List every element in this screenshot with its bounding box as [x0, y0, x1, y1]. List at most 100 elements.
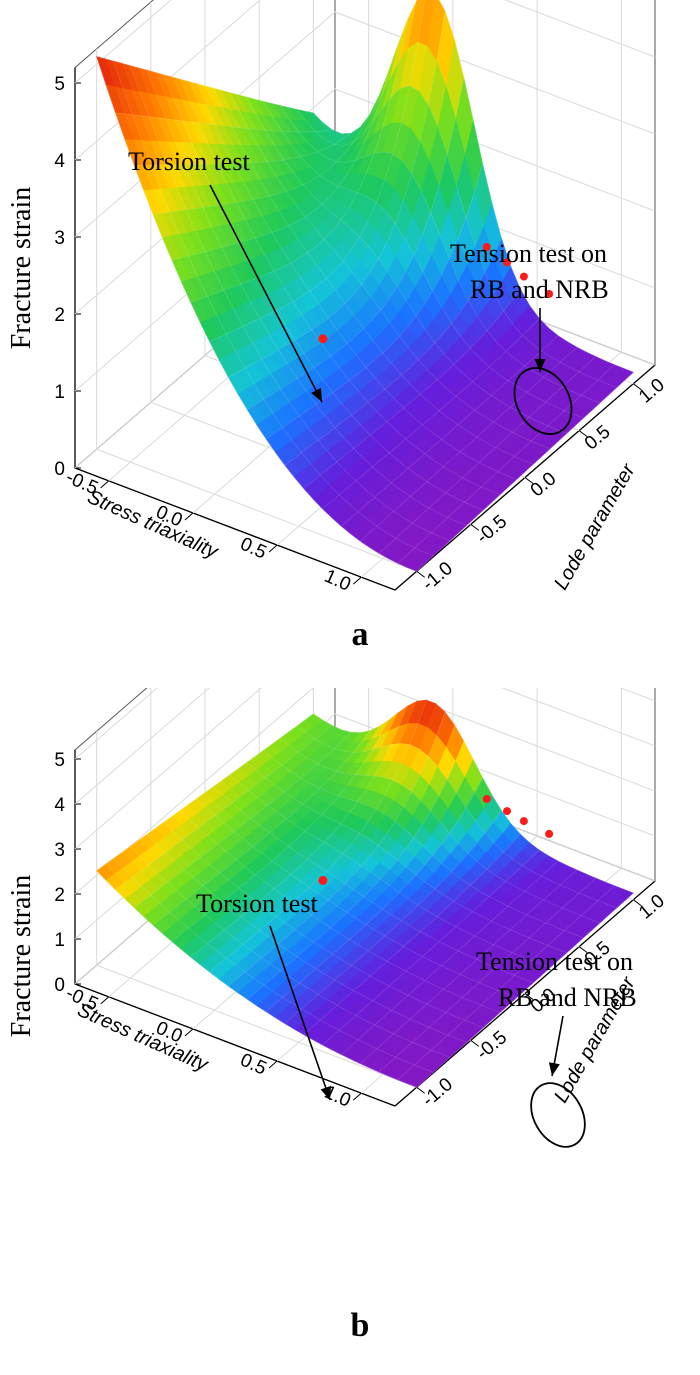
surface-b	[96, 699, 634, 1088]
y-tick	[470, 523, 480, 531]
z-tick-label: 5	[54, 750, 65, 771]
y-tick	[633, 383, 642, 391]
x-tick	[184, 512, 194, 521]
tension-test-point	[503, 807, 511, 816]
x-axis-line	[74, 467, 396, 591]
y-tick	[524, 993, 534, 1000]
tension-test-label-line2: RB and NRB	[470, 275, 609, 304]
y-axis-label: Lode parameter	[550, 459, 640, 593]
mesh-line	[322, 318, 540, 510]
mesh-line	[284, 238, 502, 466]
y-tick-label: 1.0	[635, 375, 669, 408]
z-tick-label: 2	[54, 885, 65, 906]
mesh-line	[190, 705, 408, 958]
arrow-head	[534, 359, 546, 372]
mesh-line	[303, 288, 521, 489]
mesh-line	[152, 730, 371, 926]
tension-test-point	[503, 258, 511, 267]
mesh-line	[378, 877, 596, 1073]
mesh-line	[229, 774, 551, 968]
z-axis-label: Fracture strain	[6, 875, 37, 1038]
tension-test-point	[545, 289, 554, 298]
mesh-line	[213, 786, 534, 983]
mesh-line	[263, 750, 584, 939]
torsion-arrow	[269, 925, 331, 1101]
x-tick	[352, 576, 362, 585]
y-tick-label: 0.5	[581, 421, 615, 454]
y-tick	[633, 899, 642, 907]
mesh-line	[397, 885, 615, 1081]
mesh-line	[113, 61, 434, 557]
mesh-line	[313, 699, 634, 894]
tension-test-label-line2: RB and NRB	[498, 983, 637, 1012]
mesh-line	[416, 892, 634, 1088]
z-tick-label: 3	[54, 228, 65, 249]
mesh-line	[171, 720, 389, 942]
z-tick-label: 1	[54, 930, 65, 951]
mesh-line	[196, 798, 517, 998]
tension-test-ellipse	[513, 367, 573, 435]
tension-test-point	[519, 817, 528, 826]
x-tick	[352, 1092, 362, 1101]
y-gridline	[96, 48, 417, 572]
mesh-line	[96, 56, 417, 572]
mesh-line	[129, 65, 451, 541]
y-tick-label: 1.0	[635, 891, 669, 924]
surface-a	[96, 0, 634, 572]
mesh-line	[263, 101, 584, 419]
mesh-line	[397, 364, 615, 564]
mesh-line	[134, 732, 352, 909]
x-tick	[268, 544, 278, 553]
torsion-test-point	[318, 334, 328, 344]
mesh-line	[115, 725, 333, 890]
mesh-line	[196, 83, 517, 480]
mesh-line	[134, 133, 352, 166]
tension-test-point	[545, 829, 554, 838]
torsion-test-label: Torsion test	[128, 147, 250, 176]
mesh-line	[341, 860, 559, 1055]
panel-b: 0 1 2 3 4 5 -0.5 0.0 0.5 1.0 -1.0 -0.5 0.0 0.5 1.0 Tors…	[0, 688, 700, 1375]
mesh-line	[115, 112, 333, 133]
mesh-line	[303, 834, 521, 1035]
mesh-line	[313, 0, 634, 373]
panel-a: 0 1 2 3 4 5 -0.5 0.0 0.5 1.0 -1.0 -0.5 0.0 0.5 1.0 Tors…	[0, 0, 700, 687]
mesh-line	[416, 371, 634, 572]
y-gridline	[96, 731, 417, 1088]
torsion-test-label: Torsion test	[196, 889, 318, 918]
y-tick-label: 0.0	[527, 468, 561, 501]
y-tick	[470, 1039, 480, 1047]
mesh-line	[96, 713, 314, 872]
mesh-line	[213, 88, 534, 465]
mesh-line	[360, 869, 578, 1064]
tension-test-label-line1: Tension test on	[476, 947, 633, 976]
z-tick-label: 1	[54, 382, 65, 403]
x-tick	[268, 1060, 278, 1069]
mesh-line	[265, 163, 483, 440]
y-tick	[416, 570, 425, 578]
marks-a	[209, 184, 573, 435]
x-tick	[184, 1028, 194, 1037]
mesh-line	[96, 56, 314, 114]
surface-patch	[406, 559, 426, 572]
z-gridline	[74, 0, 172, 84]
y-tick	[416, 1086, 425, 1094]
mesh-line	[146, 834, 467, 1043]
mesh-line	[190, 19, 408, 303]
mesh-line	[246, 762, 567, 954]
tension-test-point	[482, 243, 491, 251]
y-tick	[524, 477, 534, 484]
mesh-line	[284, 810, 502, 1024]
mesh-line	[265, 777, 483, 1013]
torsion-arrow	[209, 184, 323, 403]
mesh-line	[279, 738, 601, 924]
z-tick-label: 5	[54, 74, 65, 95]
mesh-line	[341, 335, 559, 527]
mesh-line	[279, 105, 601, 404]
arrow-head	[320, 1085, 331, 1100]
mesh-line	[228, 711, 446, 987]
x-tick	[100, 480, 110, 489]
mesh-line	[296, 725, 617, 909]
mesh-line	[246, 96, 567, 434]
